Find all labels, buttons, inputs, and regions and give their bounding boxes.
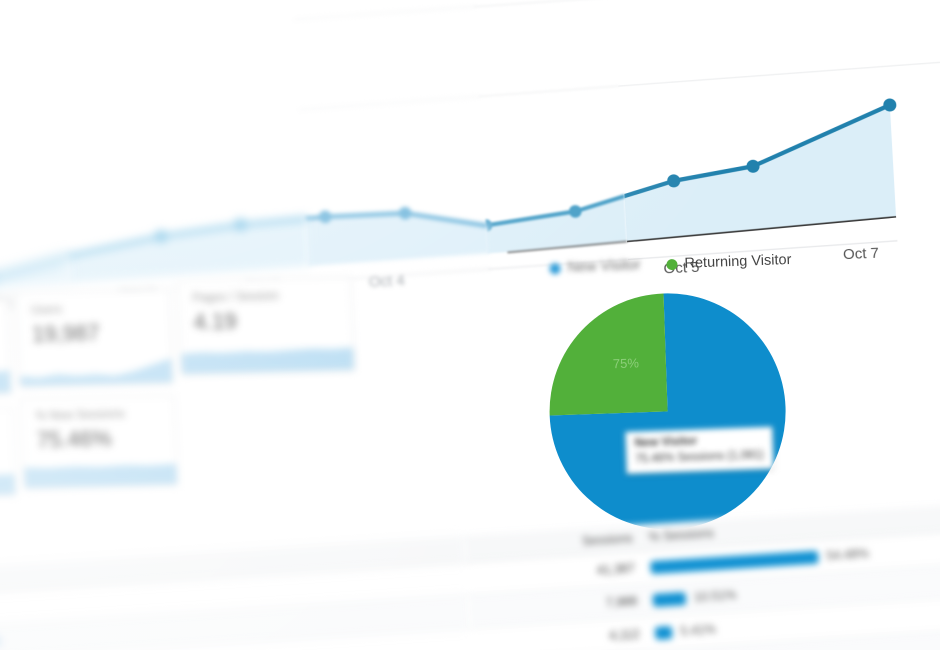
sparkline <box>181 347 355 374</box>
row-pct-label: 5.41% <box>679 622 717 639</box>
linechart-svg-mid <box>471 0 630 294</box>
row-pct-bar <box>652 591 687 607</box>
pie-slice-returning-visitor[interactable] <box>546 293 668 416</box>
linechart-softfocus-region: Oct 4 <box>291 0 492 302</box>
linechart-svg-blur-mid: Oct 2 Oct 3 <box>51 102 312 312</box>
row-pct-bar <box>650 550 819 574</box>
scorecard-sessions[interactable]: Sessions 1,081 <box>0 299 12 398</box>
row-pct-label: 54.48% <box>825 546 870 564</box>
scorecard-value: 19,987 <box>31 320 100 347</box>
table-blur-region: Channel Sessions % Sessions 1 Direct 41,… <box>0 535 479 650</box>
legend-label: New Visitor <box>567 257 641 276</box>
sparkline <box>24 463 178 488</box>
scorecard-value: 75.46% <box>36 425 113 453</box>
linechart-svg-soft: Oct 4 <box>291 0 492 302</box>
legend-item-new-visitor[interactable]: New Visitor <box>549 257 641 276</box>
acquisition-channels-table[interactable]: Channel Sessions % Sessions 1 Direct 41,… <box>0 496 940 650</box>
scorecard-value: 4.19 <box>193 308 238 335</box>
scorecard-title: Users <box>30 303 63 317</box>
row-pct-bar <box>654 625 673 640</box>
pie-slice-label: 75% <box>613 355 640 371</box>
scorecard-pages-per-session[interactable]: Pages / Session 4.19 <box>176 276 356 375</box>
sparkline <box>0 473 16 499</box>
scorecard-users[interactable]: Users 19,987 <box>15 289 174 388</box>
legend-dot-blue <box>549 262 561 274</box>
scorecard-title: % New Sessions <box>35 408 126 423</box>
x-tick-oct7: Oct 7 <box>843 245 880 264</box>
linechart-svg-sharp: Oct 5 Oct 7 <box>611 0 940 287</box>
pie-legend: New Visitor Returning Visitor <box>549 251 792 276</box>
table-left: Channel Sessions % Sessions 1 Direct 41,… <box>0 535 479 650</box>
pie-tooltip: New Visitor 75.46% Sessions (1,081) <box>625 426 774 474</box>
scorecard-title: Pages / Session <box>192 290 280 305</box>
linechart-midfocus-region <box>471 0 630 294</box>
scorecard-percent-new-sessions[interactable]: % New Sessions 75.46% <box>20 395 179 489</box>
metric-scorecards: Sessions 1,081 Users 19,987 Pages / Sess… <box>0 272 525 519</box>
scorecard-bounce-rate[interactable]: Bounce Rate 48.99% <box>0 407 17 500</box>
legend-item-returning-visitor[interactable]: Returning Visitor <box>666 251 792 272</box>
legend-dot-green <box>666 258 678 270</box>
linechart-focus-region: Oct 5 Oct 7 <box>611 0 940 287</box>
row-pct-label: 10.51% <box>693 587 737 605</box>
linechart-blur-region-mid: Oct 2 Oct 3 <box>51 0 312 312</box>
visitor-type-pie-chart[interactable]: New Visitor Returning Visitor 75% New Vi… <box>515 246 855 547</box>
sparkline <box>0 370 11 397</box>
legend-label: Returning Visitor <box>684 251 792 272</box>
pie-svg[interactable]: 75% <box>538 282 797 541</box>
sparkline <box>19 358 173 387</box>
